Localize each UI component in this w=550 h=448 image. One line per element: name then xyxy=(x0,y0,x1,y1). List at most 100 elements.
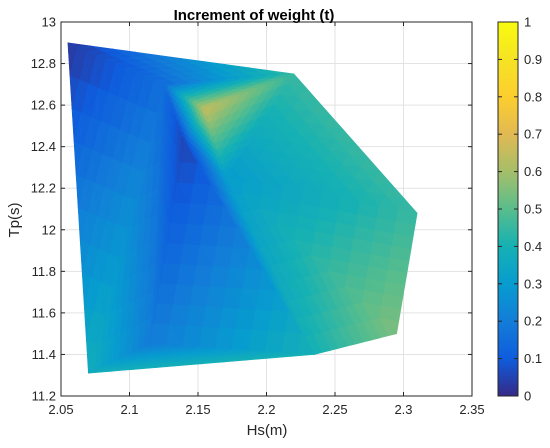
surface-cell xyxy=(155,364,180,368)
surface-cell xyxy=(370,319,389,339)
y-tick-label: 12.6 xyxy=(31,98,56,113)
surface-cell xyxy=(256,244,271,267)
y-tick-label: 12.2 xyxy=(31,181,56,196)
surface-cell xyxy=(397,209,418,226)
surface-cell xyxy=(88,343,97,374)
y-tick-label: 12 xyxy=(42,222,56,237)
x-tick-label: 2.1 xyxy=(120,402,138,417)
surface-cell xyxy=(389,257,410,274)
surface-cell xyxy=(118,329,128,359)
y-tick-label: 12.8 xyxy=(31,56,56,71)
surface-cell xyxy=(160,257,165,284)
surface-cell xyxy=(201,360,225,365)
surface-cell xyxy=(265,262,280,285)
surface-cell xyxy=(283,297,297,320)
surface-cell xyxy=(112,332,121,362)
surface-cell xyxy=(206,122,212,131)
surface-cell xyxy=(268,354,293,359)
colorbar-tick-label: 0.5 xyxy=(524,202,542,217)
surface-cell xyxy=(163,237,168,264)
surface-cell xyxy=(313,334,332,353)
surface-cell xyxy=(125,326,134,356)
x-tick-label: 2.05 xyxy=(48,402,73,417)
colorbar-tick-label: 1 xyxy=(524,15,531,30)
surface-cell xyxy=(321,332,340,351)
surface-cell xyxy=(338,328,356,347)
surface-cell xyxy=(156,277,161,305)
colorbar-tick-label: 0.9 xyxy=(524,52,542,67)
y-tick-label: 12.4 xyxy=(31,139,56,154)
surface-cell xyxy=(383,293,404,310)
surface-cell xyxy=(208,129,214,137)
surface-cell xyxy=(246,356,270,361)
surface-cell xyxy=(292,315,306,338)
chart-title: Increment of weight (t) xyxy=(174,7,335,24)
surface-cell xyxy=(329,330,348,349)
x-tick-label: 2.15 xyxy=(185,402,210,417)
surface-cell xyxy=(133,366,157,370)
x-tick-label: 2.35 xyxy=(459,402,484,417)
surface-cell xyxy=(166,217,171,244)
x-axis-label: Hs(m) xyxy=(247,422,288,439)
surface-cell xyxy=(223,358,247,363)
y-tick-label: 11.2 xyxy=(32,389,56,404)
surface-cell xyxy=(379,317,397,337)
surface-cell xyxy=(131,323,140,354)
surface-cell xyxy=(216,156,222,165)
surface-cell xyxy=(218,163,224,172)
surface-cell xyxy=(385,281,406,298)
x-tick-label: 2.25 xyxy=(322,402,347,417)
y-tick-label: 13 xyxy=(42,15,56,30)
surface-cell xyxy=(173,176,178,204)
colorbar-tick-label: 0.3 xyxy=(524,276,542,291)
y-tick-label: 11.8 xyxy=(32,264,56,279)
surface-cell xyxy=(229,191,244,214)
surface-cell xyxy=(180,136,185,163)
surface-cell xyxy=(238,209,253,232)
surface-cell xyxy=(153,297,158,325)
surface-cell xyxy=(178,362,202,366)
colorbar-tick-label: 0.7 xyxy=(524,127,542,142)
surface-cell xyxy=(100,338,109,368)
x-tick-label: 2.3 xyxy=(394,402,412,417)
surface-cell xyxy=(354,324,373,343)
surface-cell xyxy=(212,143,218,151)
y-axis-ticks: 11.2 11.4 11.6 11.8 12 12.2 12.4 12.6 12.8 13 xyxy=(31,15,472,404)
surface-cell xyxy=(170,196,175,224)
surface-cell xyxy=(274,279,289,302)
colorbar-tick-label: 0.6 xyxy=(524,164,542,179)
x-axis-ticks: 2.05 2.1 2.15 2.2 2.25 2.3 2.35 xyxy=(48,22,485,417)
surface-cell xyxy=(391,245,412,262)
surface-cell xyxy=(110,368,134,372)
surface-cell xyxy=(177,156,182,184)
surface-cell xyxy=(362,321,381,341)
surface-cell xyxy=(137,320,146,351)
y-tick-label: 11.4 xyxy=(32,347,56,362)
colorbar-tick-label: 0.8 xyxy=(524,89,542,104)
surface-cell xyxy=(395,221,416,238)
surface-cell xyxy=(291,353,315,357)
colorbar-tick-label: 0 xyxy=(524,389,531,404)
colorbar-tick-label: 0.4 xyxy=(524,239,542,254)
surface-cell xyxy=(202,108,208,117)
surface-cell xyxy=(247,226,262,249)
surface-cell xyxy=(393,233,414,250)
surface-cell xyxy=(381,305,402,322)
x-tick-label: 2.2 xyxy=(257,402,275,417)
surface-cell xyxy=(220,174,235,196)
y-tick-label: 11.6 xyxy=(32,305,56,320)
surface-cell xyxy=(346,326,365,345)
y-axis-label: Tp(s) xyxy=(6,203,23,238)
surface-cell xyxy=(210,136,216,144)
surface-cell xyxy=(387,269,408,286)
colorbar-tick-label: 0.1 xyxy=(524,351,542,366)
heatmap-surface xyxy=(67,42,418,374)
surface-cell xyxy=(143,317,152,348)
colorbar: 0 0.1 0.2 0.3 0.4 0.5 0.6 0.7 0.8 0.9 1 xyxy=(497,15,542,404)
colorbar-tick-label: 0.2 xyxy=(524,314,542,329)
surface-cell xyxy=(106,335,115,365)
surface-cell xyxy=(204,115,210,124)
surface-cell xyxy=(94,341,103,371)
surface-cell xyxy=(214,150,220,158)
